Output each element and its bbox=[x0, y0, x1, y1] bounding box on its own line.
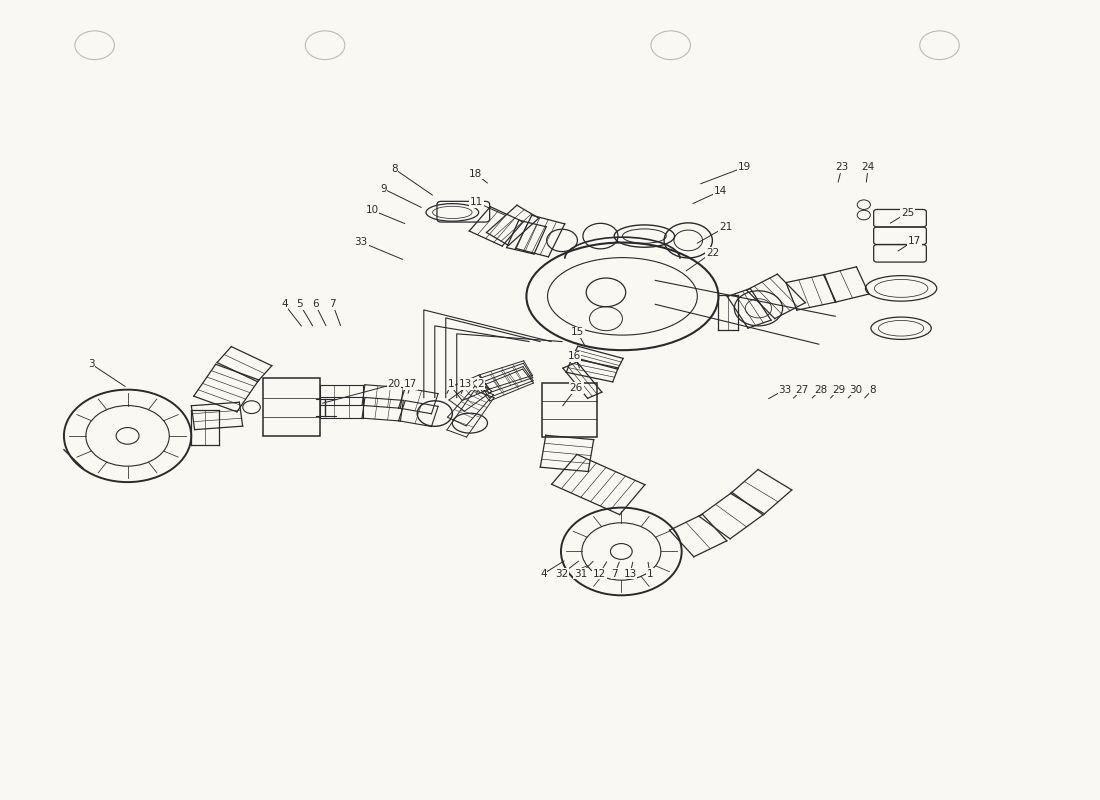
Text: 27: 27 bbox=[795, 385, 808, 394]
Text: 33: 33 bbox=[354, 237, 367, 247]
Text: 23: 23 bbox=[835, 162, 848, 172]
Text: 25: 25 bbox=[901, 208, 914, 218]
Text: 29: 29 bbox=[832, 385, 845, 394]
Text: 26: 26 bbox=[570, 383, 583, 393]
Text: 13: 13 bbox=[624, 569, 637, 578]
Text: 31: 31 bbox=[574, 569, 587, 578]
Text: 6: 6 bbox=[312, 299, 319, 310]
Text: 32: 32 bbox=[556, 569, 569, 578]
Text: 21: 21 bbox=[719, 222, 733, 232]
Text: 13: 13 bbox=[459, 379, 472, 389]
Text: 10: 10 bbox=[365, 206, 378, 215]
Text: 12: 12 bbox=[593, 569, 606, 578]
Text: 4: 4 bbox=[282, 299, 288, 310]
Text: 17: 17 bbox=[908, 235, 921, 246]
Text: 8: 8 bbox=[869, 385, 876, 394]
Text: 22: 22 bbox=[706, 247, 719, 258]
Text: 28: 28 bbox=[814, 385, 827, 394]
Text: 5: 5 bbox=[297, 299, 304, 310]
Text: 33: 33 bbox=[778, 385, 791, 394]
Text: 7: 7 bbox=[612, 569, 618, 578]
Text: 18: 18 bbox=[469, 169, 482, 178]
Text: 17: 17 bbox=[404, 379, 417, 389]
Text: 2: 2 bbox=[477, 379, 484, 389]
Text: 20: 20 bbox=[387, 379, 400, 389]
Text: 30: 30 bbox=[849, 385, 862, 394]
Text: 3: 3 bbox=[88, 359, 95, 369]
Text: 11: 11 bbox=[470, 198, 483, 207]
Text: 9: 9 bbox=[379, 184, 386, 194]
Text: 8: 8 bbox=[390, 164, 397, 174]
Text: 24: 24 bbox=[861, 162, 875, 172]
Text: 4: 4 bbox=[540, 569, 547, 578]
Text: 1: 1 bbox=[448, 379, 454, 389]
Text: 19: 19 bbox=[738, 162, 751, 172]
Text: 16: 16 bbox=[568, 351, 581, 361]
Text: 1: 1 bbox=[647, 569, 653, 578]
Text: 7: 7 bbox=[329, 299, 337, 310]
Text: 14: 14 bbox=[714, 186, 727, 196]
Text: 15: 15 bbox=[571, 327, 584, 338]
